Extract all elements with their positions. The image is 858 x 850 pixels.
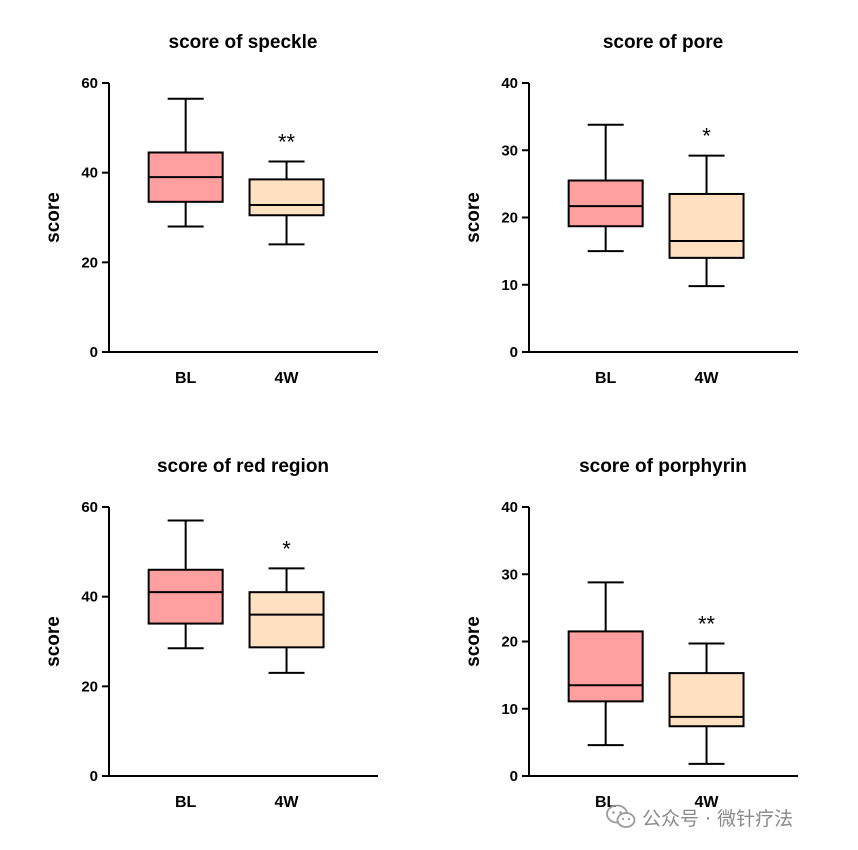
box-4W: * [668,124,745,288]
y-tick-label: 0 [90,768,98,785]
chart-title: score of porphyrin [579,456,747,477]
y-tick-label: 40 [501,75,518,92]
y-tick-label: 40 [81,589,98,606]
iqr-box [248,178,325,217]
y-tick-label: 0 [510,768,518,785]
significance-marker: ** [698,612,716,637]
x-tick-label: 4W [695,370,720,387]
y-tick-label: 0 [510,344,518,361]
y-axis-label: score [463,192,484,243]
y-axis-label: score [43,616,64,667]
y-tick-label: 20 [501,210,518,227]
y-tick-label: 40 [81,165,98,182]
box-BL [567,123,644,253]
y-tick-label: 40 [501,499,518,516]
y-tick-label: 20 [501,634,518,651]
box-4W: ** [248,129,325,246]
chart-title: score of speckle [169,32,318,53]
iqr-box [147,568,224,625]
y-tick-label: 30 [501,566,518,583]
significance-marker: ** [278,129,296,154]
x-tick-label: BL [175,794,197,811]
wechat-icon [606,804,636,828]
iqr-box [248,591,325,649]
chart-title: score of pore [603,32,723,53]
chart-title: score of red region [157,456,329,477]
y-tick-label: 10 [501,701,518,718]
y-tick-label: 60 [81,499,98,516]
y-tick-label: 0 [90,344,98,361]
box-4W: ** [668,612,745,765]
iqr-box [668,192,745,259]
x-tick-label: 4W [695,794,720,811]
chart-panel-1: score of speckle score 0 20 40 60 BL ** 4W [43,32,378,387]
y-tick-label: 10 [501,277,518,294]
watermark: 公众号 · 微针疗法 [606,803,793,831]
watermark-text: 公众号 · 微针疗法 [642,807,794,830]
box-4W: * [248,536,325,674]
iqr-box [567,179,644,228]
iqr-box [668,672,745,728]
y-tick-label: 20 [81,678,98,695]
y-axis-label: score [43,192,64,243]
y-tick-label: 20 [81,254,98,271]
x-tick-label: BL [175,370,197,387]
x-tick-label: BL [595,370,617,387]
iqr-box [567,630,644,703]
y-tick-label: 30 [501,142,518,159]
box-BL [567,581,644,747]
box-BL [147,519,224,650]
chart-panel-3: score of red region score 0 20 40 60 BL * 4W [43,456,378,811]
y-tick-label: 60 [81,75,98,92]
chart-panel-2: score of pore score 0 10 20 30 40 BL * 4W [463,32,798,387]
x-tick-label: 4W [275,370,300,387]
y-axis-label: score [463,616,484,667]
x-tick-label: 4W [275,794,300,811]
significance-marker: * [282,536,291,561]
box-BL [147,97,224,228]
significance-marker: * [702,124,711,149]
